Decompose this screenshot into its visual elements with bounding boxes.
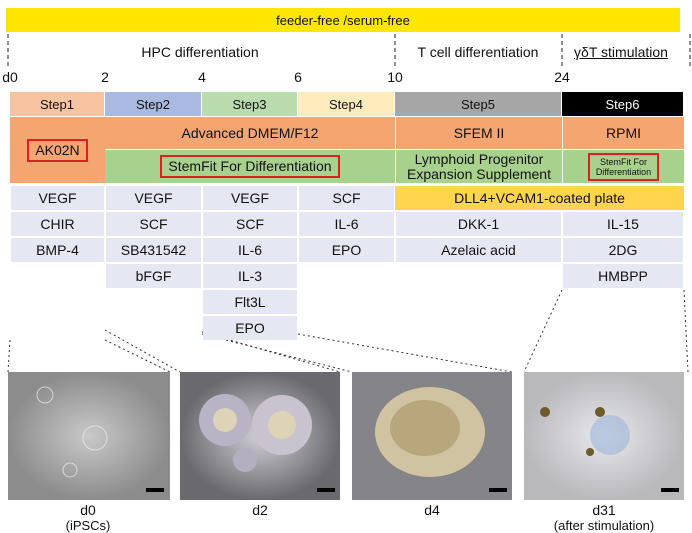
image-label: d0: [80, 501, 96, 518]
step-header: Step1: [10, 92, 105, 116]
factor: VEGF: [106, 186, 201, 210]
phase-label: γδT stimulation: [574, 43, 668, 60]
step-header: Step4: [298, 92, 395, 116]
supplement-line: Differentiation: [595, 166, 652, 177]
factor: VEGF: [11, 186, 104, 210]
image-note: (iPSCs): [65, 517, 111, 533]
factor: VEGF: [203, 186, 297, 210]
factor: bFGF: [106, 264, 201, 288]
cell-line: AK02N: [10, 117, 105, 183]
factor: IL-3: [203, 264, 297, 288]
image-label: d4: [424, 501, 440, 518]
banner: feeder-free /serum-free: [276, 12, 410, 28]
image-label: d31: [592, 501, 616, 518]
factor: BMP-4: [11, 238, 104, 262]
day-label: 4: [198, 68, 206, 85]
step-header: Step6: [562, 92, 684, 116]
supplement-line: Lymphoid Progenitor: [414, 150, 544, 167]
day-label: 24: [554, 68, 570, 85]
factor: IL-15: [563, 212, 683, 236]
supplement: StemFit For Differentiation: [562, 150, 684, 183]
factor: IL-6: [203, 238, 297, 262]
image-note: (after stimulation): [553, 517, 655, 533]
day-dividers: [7, 34, 691, 68]
basal-medium: Advanced DMEM/F12: [105, 117, 395, 149]
step-header: Step2: [105, 92, 202, 116]
supplement-line: Expansion Supplement: [407, 165, 551, 182]
image-label: d2: [252, 501, 268, 518]
factor: CHIR: [11, 212, 104, 236]
day-label: d0: [2, 68, 18, 85]
phase-label: T cell differentiation: [417, 43, 539, 60]
supplement: StemFit For Differentiation: [105, 150, 395, 183]
factor: Flt3L: [203, 290, 297, 314]
basal-medium: SFEM II: [395, 117, 562, 149]
step-header: Step3: [202, 92, 298, 116]
phase-label: HPC differentiation: [141, 43, 259, 60]
supplement-line: StemFit For: [599, 156, 647, 167]
factor: EPO: [203, 316, 297, 340]
factor: DKK-1: [396, 212, 561, 236]
factor: Azelaic acid: [396, 238, 561, 262]
zoom-lines: [7, 289, 689, 373]
day-label: 2: [101, 68, 109, 85]
day-label: 10: [387, 68, 403, 85]
factor: SCF: [106, 212, 201, 236]
micrographs: [8, 372, 684, 500]
day-label: 6: [294, 68, 302, 85]
factor: SB431542: [106, 238, 201, 262]
coating: DLL4+VCAM1-coated plate: [395, 186, 684, 210]
factor: SCF: [203, 212, 297, 236]
banner-bar: [6, 8, 680, 32]
cell-line-text: AK02N: [27, 138, 88, 162]
basal-medium: RPMI: [562, 117, 684, 149]
factor: EPO: [299, 238, 394, 262]
factor: SCF: [299, 186, 394, 210]
step-header: Step5: [395, 92, 562, 116]
factor: HMBPP: [563, 264, 683, 288]
supplement-text: StemFit For Differentiation: [160, 155, 340, 178]
factor: IL-6: [299, 212, 394, 236]
factor: 2DG: [563, 238, 683, 262]
supplement: Lymphoid Progenitor Expansion Supplement: [395, 150, 562, 183]
